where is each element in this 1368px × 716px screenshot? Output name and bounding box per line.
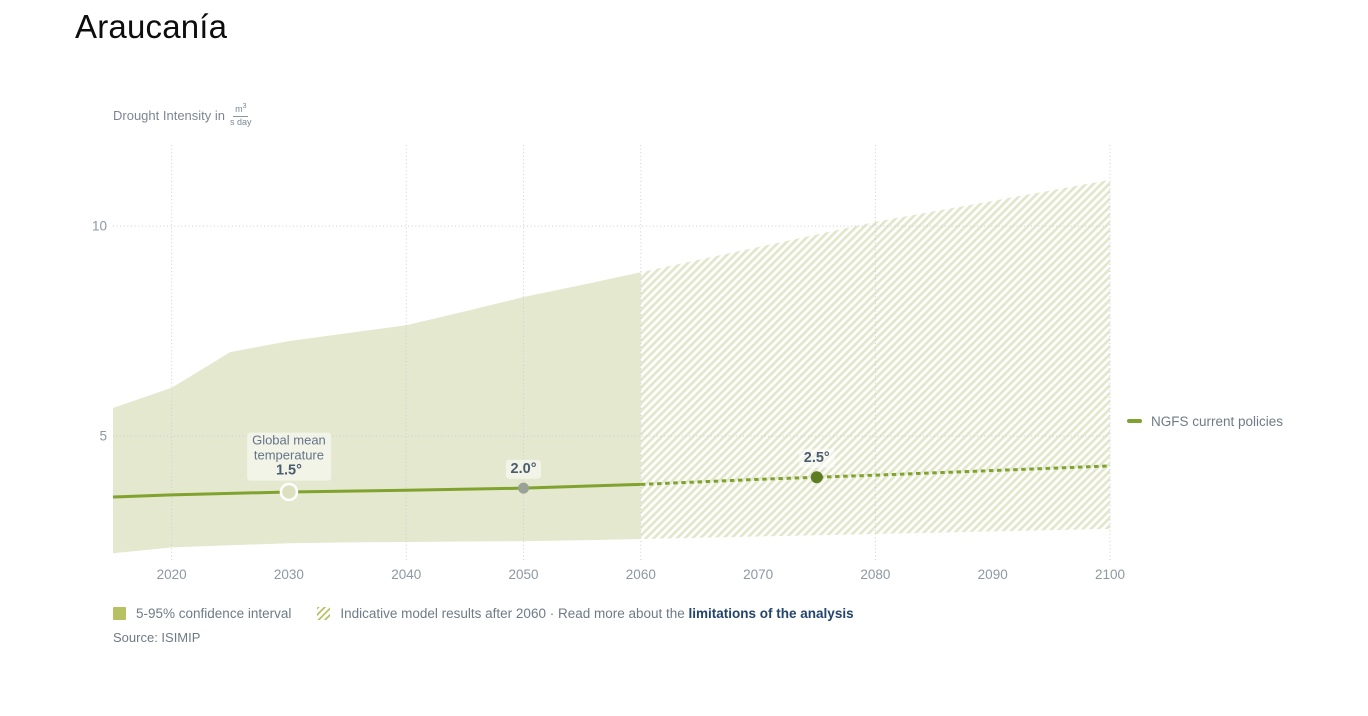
annotation-temperature-value: 2.0° — [510, 460, 537, 477]
annotation-title-line: temperature — [253, 447, 324, 463]
marker-2.0° — [518, 482, 530, 494]
y-tick-label-10: 10 — [92, 219, 107, 234]
y-tick-label-5: 5 — [99, 429, 107, 444]
confidence-interval-label: 5-95% confidence interval — [136, 606, 292, 621]
x-tick-label-2070: 2070 — [743, 567, 773, 582]
x-tick-label-2080: 2080 — [860, 567, 890, 582]
annotation-temperature-value: 2.5° — [803, 450, 830, 467]
confidence-band-hatched — [640, 179, 1110, 539]
ngfs-legend-label: NGFS current policies — [1151, 413, 1284, 429]
x-tick-label-2030: 2030 — [274, 567, 304, 582]
annotation-temperature-value: 1.5° — [275, 462, 302, 479]
unit-denominator: s day — [230, 116, 252, 127]
scenario-lines — [112, 464, 1111, 499]
x-tick-label-2020: 2020 — [157, 567, 187, 582]
ngfs-line-swatch — [1127, 419, 1142, 423]
unit-fraction: m3 s day — [230, 103, 252, 128]
confidence-band-solid — [113, 272, 641, 554]
marker-1.5° — [279, 482, 299, 502]
indicative-results-swatch — [317, 607, 331, 620]
annotation-2.0°: 2.0° — [505, 459, 542, 480]
line-solid — [112, 482, 641, 499]
marker-2.5° — [810, 471, 823, 484]
indicative-results-label: Indicative model results after 2060 · Re… — [340, 606, 854, 621]
source-label: Source: ISIMIP — [113, 630, 201, 645]
annotation-title-line: Global mean — [252, 432, 326, 448]
x-tick-label-2040: 2040 — [391, 567, 421, 582]
x-tick-label-2090: 2090 — [978, 567, 1008, 582]
x-tick-label-2100: 2100 — [1095, 567, 1125, 582]
legend-ngfs-current-policies[interactable]: NGFS current policies — [1127, 412, 1283, 430]
limitations-link[interactable]: limitations of the analysis — [688, 606, 854, 621]
annotation-1.5°: Global mean temperature 1.5° — [247, 432, 331, 481]
y-axis-title-text: Drought Intensity in — [113, 107, 226, 123]
page-title: Araucanía — [75, 8, 228, 45]
legend-bottom: 5-95% confidence interval Indicative mod… — [113, 606, 854, 621]
unit-numerator: m3 — [233, 103, 249, 117]
confidence-interval-swatch — [113, 607, 126, 620]
y-axis-title: Drought Intensity in m3 s day — [113, 103, 252, 128]
x-tick-label-2050: 2050 — [509, 567, 539, 582]
annotation-2.5°: 2.5° — [798, 449, 835, 469]
x-tick-label-2060: 2060 — [626, 567, 656, 582]
temperature-markers — [279, 471, 823, 502]
confidence-band — [113, 179, 1110, 554]
line-dashed — [640, 464, 1111, 486]
axis-tick-labels: 2020 2030 2040 2050 2060 2070 2080 2090 2100 5 10 — [92, 219, 1125, 582]
